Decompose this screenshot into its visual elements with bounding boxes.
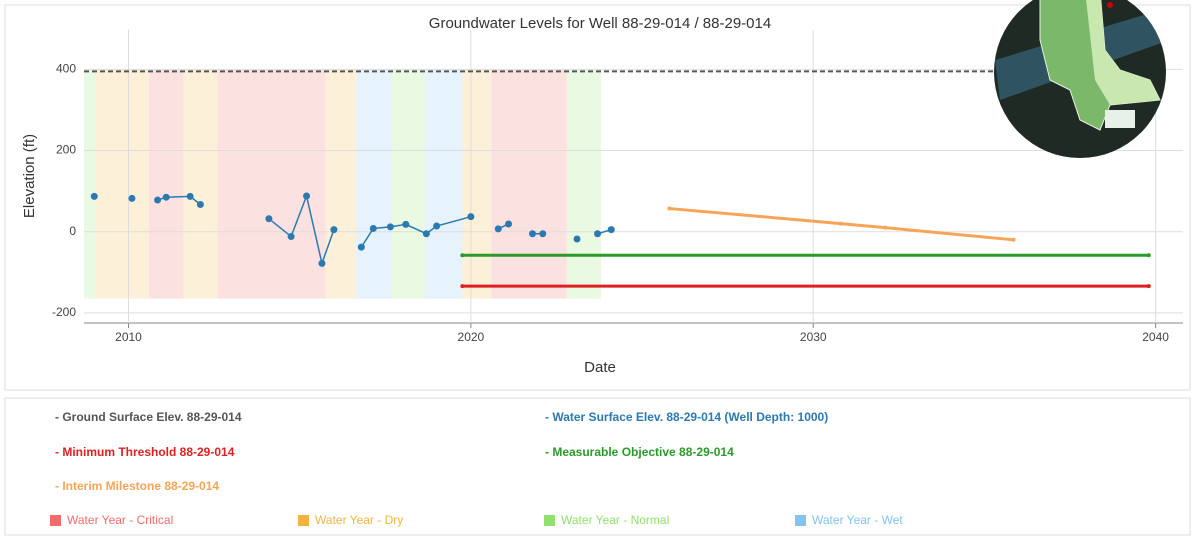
data-point	[460, 253, 465, 258]
data-point	[357, 243, 365, 251]
legend-entry: - Interim Milestone 88-29-014	[55, 479, 219, 493]
legend-entry: Water Year - Critical	[67, 513, 173, 527]
data-point	[594, 230, 602, 238]
y-tick-label: 400	[56, 62, 76, 76]
data-point	[494, 225, 502, 233]
legend-entry: Water Year - Dry	[315, 513, 403, 527]
water-year-band	[356, 69, 393, 299]
data-point	[318, 259, 326, 267]
legend-frame	[4, 397, 1191, 536]
data-point	[186, 192, 194, 200]
data-point	[303, 192, 311, 200]
water-year-band	[95, 69, 150, 299]
legend-swatch	[544, 515, 555, 526]
water-year-band	[325, 69, 357, 299]
water-year-band	[84, 69, 96, 299]
water-year-band	[149, 69, 184, 299]
data-point	[162, 193, 170, 201]
data-point	[529, 230, 537, 238]
data-point	[369, 224, 377, 232]
legend-entry: Water Year - Wet	[812, 513, 903, 527]
water-year-band	[424, 69, 463, 299]
series-line	[669, 207, 1014, 242]
data-point	[1146, 284, 1151, 289]
x-tick-label: 2010	[115, 330, 142, 344]
water-year-band	[566, 69, 601, 299]
data-point	[330, 226, 338, 234]
data-point	[433, 222, 441, 230]
data-point	[539, 230, 547, 238]
data-point	[1146, 253, 1151, 258]
data-point	[154, 196, 162, 204]
data-point	[667, 206, 672, 211]
data-point	[196, 201, 204, 209]
legend-entry: - Ground Surface Elev. 88-29-014	[55, 410, 242, 424]
x-tick-label: 2030	[800, 330, 827, 344]
water-year-band	[217, 69, 326, 299]
legend-entry: - Water Surface Elev. 88-29-014 (Well De…	[545, 410, 828, 424]
legend-swatch	[298, 515, 309, 526]
data-point	[838, 221, 843, 226]
data-point	[607, 226, 615, 234]
data-point	[467, 213, 475, 221]
data-point	[402, 220, 410, 228]
series-line	[157, 195, 201, 206]
legend-entry: - Measurable Objective 88-29-014	[545, 445, 734, 459]
data-point	[505, 220, 513, 228]
data-point	[265, 215, 273, 223]
y-tick-label: 200	[56, 143, 76, 157]
data-point	[128, 194, 136, 202]
x-tick-label: 2040	[1142, 330, 1169, 344]
legend-swatch	[50, 515, 61, 526]
water-year-band	[462, 69, 492, 299]
legend-entry: Water Year - Normal	[561, 513, 669, 527]
x-tick-label: 2020	[458, 330, 485, 344]
legend-entry: - Minimum Threshold 88-29-014	[55, 445, 235, 459]
data-point	[573, 235, 581, 243]
chart-title: Groundwater Levels for Well 88-29-014 / …	[429, 15, 771, 32]
y-tick-label: -200	[52, 305, 76, 319]
water-year-band	[491, 69, 567, 299]
data-point	[422, 230, 430, 238]
map-thumbnail	[994, 0, 1166, 158]
data-point	[460, 284, 465, 289]
y-tick-label: 0	[69, 224, 76, 238]
x-axis-title: Date	[584, 359, 616, 376]
data-point	[386, 223, 394, 231]
data-point	[90, 192, 98, 200]
water-year-band	[183, 69, 218, 299]
data-point	[1011, 237, 1016, 242]
y-axis-title: Elevation (ft)	[21, 134, 38, 218]
legend-swatch	[795, 515, 806, 526]
data-point	[883, 225, 888, 230]
water-year-band	[392, 69, 425, 299]
data-point	[287, 233, 295, 241]
